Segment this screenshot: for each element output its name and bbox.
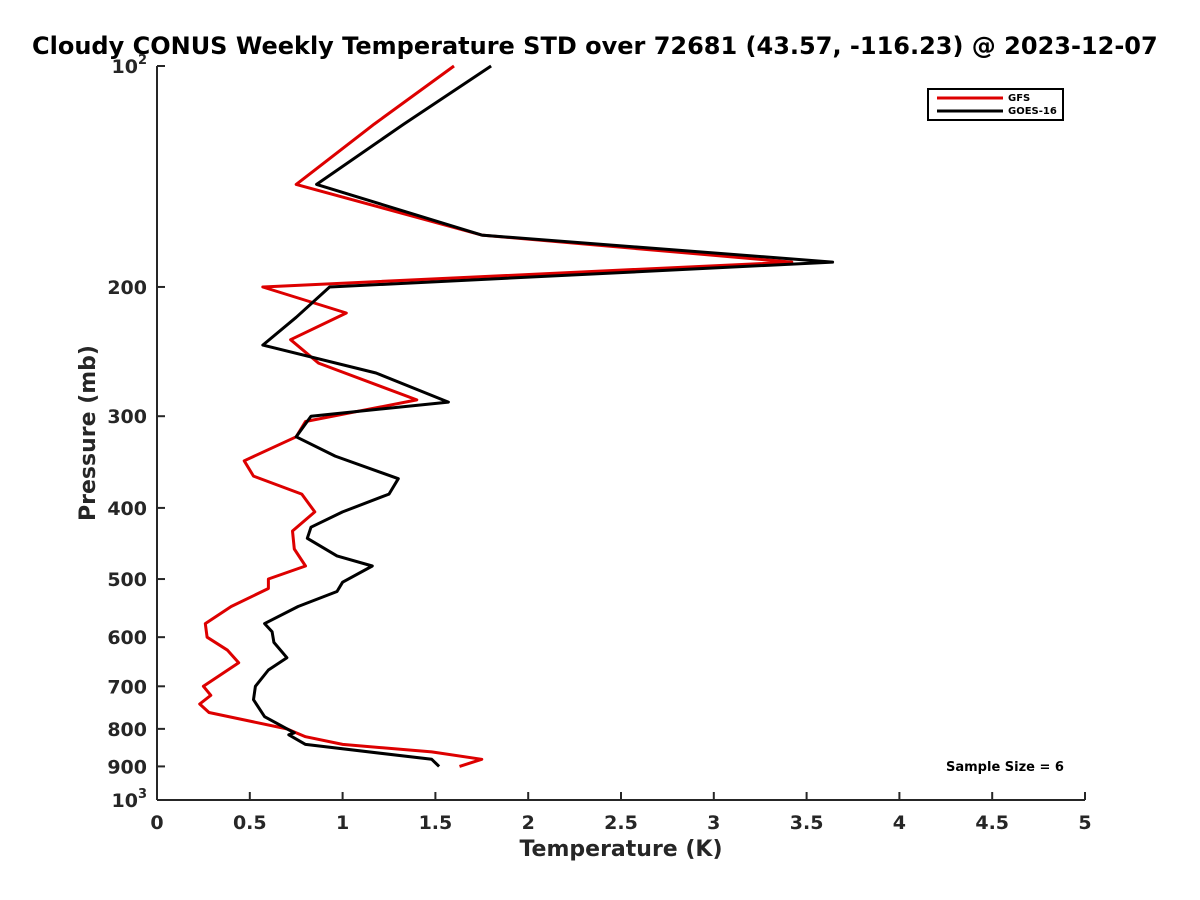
sample-size-annotation: Sample Size = 6 [946,760,1064,775]
legend: GFS GOES-16 [927,88,1064,121]
chart-title: Cloudy CONUS Weekly Temperature STD over… [32,32,1158,60]
legend-label-gfs: GFS [1008,93,1030,104]
x-axis-label: Temperature (K) [519,837,722,862]
y-tick-base: 800 [107,719,147,741]
x-tick-label: 0 [150,812,163,834]
y-tick-label: 900 [107,756,147,778]
series-line-goes16 [252,64,835,768]
y-tick-label: 103 [112,787,148,812]
y-tick-base: 300 [107,406,147,428]
y-tick-exponent: 3 [138,787,147,802]
y-tick-label: 800 [107,719,147,741]
legend-box [927,88,1064,121]
y-tick-label: 200 [107,277,147,299]
series-line-gfs [198,64,794,768]
y-tick-base: 900 [107,756,147,778]
y-tick-label: 300 [107,406,147,428]
y-tick-base: 200 [107,277,147,299]
legend-label-goes16: GOES-16 [1008,106,1057,117]
y-tick-label: 102 [112,53,148,78]
y-tick-label: 700 [107,676,147,698]
x-tick-label: 4 [893,812,906,834]
x-tick-label: 1 [336,812,349,834]
y-tick-base: 400 [107,498,147,520]
x-tick-label: 3.5 [790,812,824,834]
series-layer [198,64,835,768]
x-tick-label: 2.5 [604,812,638,834]
x-tick-label: 0.5 [233,812,267,834]
y-tick-exponent: 2 [138,53,147,68]
x-tick-label: 4.5 [975,812,1009,834]
y-tick-base: 700 [107,676,147,698]
y-tick-label: 400 [107,498,147,520]
y-tick-base: 500 [107,569,147,591]
y-axis-label: Pressure (mb) [76,345,101,521]
y-tick-base: 600 [107,627,147,649]
y-tick-base: 10 [112,56,138,78]
y-tick-label: 600 [107,627,147,649]
x-tick-label: 1.5 [419,812,453,834]
x-tick-label: 5 [1078,812,1091,834]
x-axis-ticks: 0 0.5 1 1.5 2 2.5 3 3.5 4 4.5 5 [150,792,1092,834]
x-tick-label: 3 [707,812,720,834]
x-tick-label: 2 [522,812,535,834]
y-tick-label: 500 [107,569,147,591]
y-tick-base: 10 [112,790,138,812]
